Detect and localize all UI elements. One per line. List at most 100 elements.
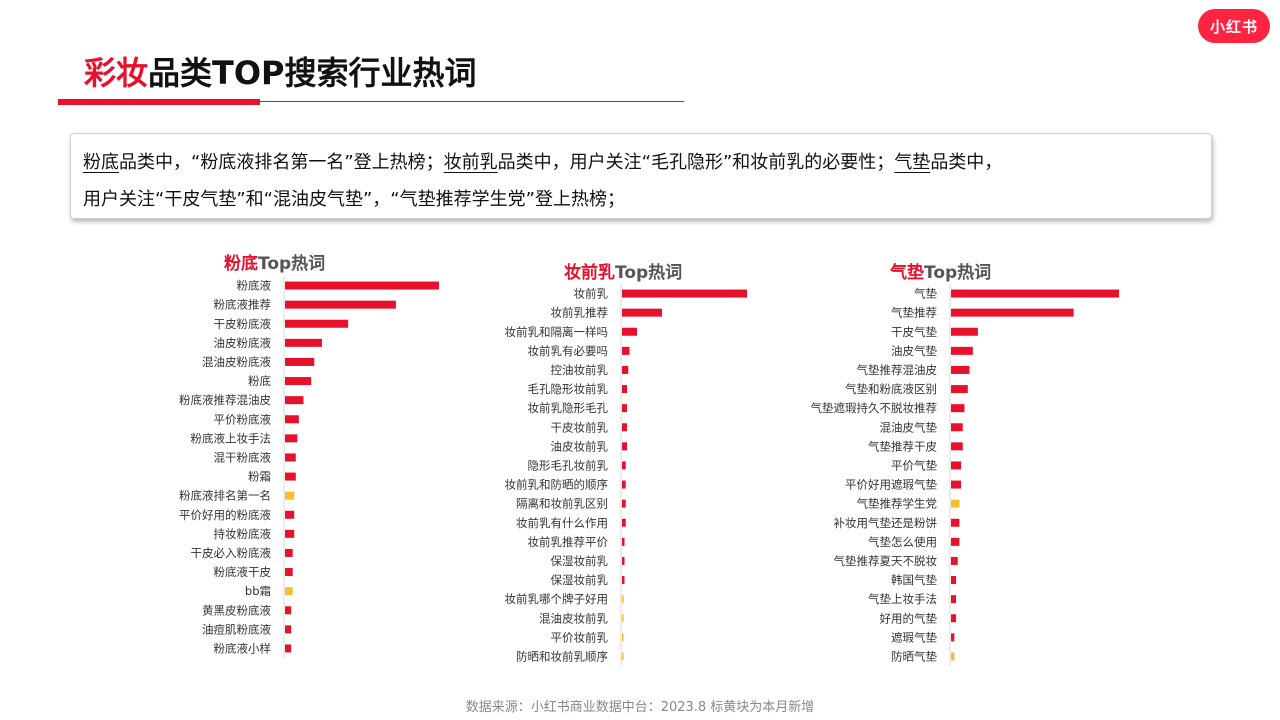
bar <box>951 633 955 642</box>
category-label: 控油妆前乳 <box>551 363 609 377</box>
summary-text-2: 品类中，用户关注“毛孔隐形”和妆前乳的必要性； <box>497 152 895 173</box>
category-label: 气垫上妆手法 <box>868 592 937 606</box>
chart-title-rest: Top热词 <box>615 263 683 283</box>
category-label: 干皮粉底液 <box>214 317 272 331</box>
bar <box>285 338 322 347</box>
category-label: 粉底液推荐 <box>214 298 272 312</box>
bar <box>951 537 960 546</box>
title-underline-accent <box>58 99 260 105</box>
bar <box>285 396 304 405</box>
category-label: 韩国气垫 <box>891 573 937 587</box>
category-label: 粉底液推荐混油皮 <box>179 393 271 407</box>
summary-line-1: 粉底品类中，“粉底液排名第一名”登上热榜；妆前乳品类中，用户关注“毛孔隐形”和妆… <box>83 144 1199 181</box>
bar <box>951 518 960 527</box>
category-label: 粉底液排名第一名 <box>179 489 271 503</box>
bar-new-this-month <box>622 652 624 661</box>
chart-primer: 妆前乳妆前乳推荐妆前乳和隔离一样吗妆前乳有必要吗控油妆前乳毛孔隐形妆前乳妆前乳隐… <box>505 284 747 666</box>
bar <box>285 568 293 577</box>
summary-category-primer: 妆前乳 <box>443 152 498 173</box>
category-label: 保湿妆前乳 <box>551 554 609 568</box>
bar <box>285 472 296 481</box>
bar <box>622 365 629 374</box>
category-label: 平价气垫 <box>891 458 937 472</box>
category-label: 气垫推荐夏天不脱妆 <box>834 554 938 568</box>
category-label: 粉底液上妆手法 <box>191 431 272 445</box>
chart-title-highlight: 粉底 <box>224 254 258 274</box>
category-label: 防晒气垫 <box>891 649 937 663</box>
category-label: 粉底液干皮 <box>214 565 272 579</box>
category-label: 持妆粉底液 <box>214 527 272 541</box>
bar-new-this-month <box>622 595 624 604</box>
bar-new-this-month <box>951 652 955 661</box>
category-label: 好用的气垫 <box>880 611 938 625</box>
bar <box>951 289 1119 298</box>
bar <box>622 556 625 565</box>
category-label: 混油皮粉底液 <box>202 355 271 369</box>
bar <box>951 461 962 470</box>
bar <box>951 556 958 565</box>
category-label: bb霜 <box>245 584 271 598</box>
bar <box>285 300 396 309</box>
chart-title-highlight: 气垫 <box>890 263 924 283</box>
bar <box>285 548 293 557</box>
bar <box>622 385 627 394</box>
bar <box>951 346 973 355</box>
category-label: 隔离和妆前乳区别 <box>516 497 608 511</box>
category-label: 气垫怎么使用 <box>868 535 937 549</box>
category-label: 平价好用遮瑕气垫 <box>845 478 937 492</box>
category-label: 妆前乳推荐平价 <box>528 535 609 549</box>
category-label: 妆前乳和隔离一样吗 <box>505 325 609 339</box>
page-title-highlight: 彩妆 <box>84 54 149 92</box>
bar <box>285 625 292 634</box>
data-source-footer: 数据来源：小红书商业数据中台：2023.8 标黄块为本月新增 <box>465 700 815 715</box>
category-label: 粉底液小样 <box>214 641 272 655</box>
bar <box>622 423 627 432</box>
bar <box>622 327 637 336</box>
category-label: 粉底 <box>248 374 271 388</box>
bar <box>622 308 662 317</box>
bar <box>951 385 968 394</box>
bar <box>951 423 963 432</box>
bar <box>285 644 292 653</box>
bar <box>285 357 315 366</box>
category-label: 气垫推荐学生党 <box>857 497 938 511</box>
category-label: 油痘肌粉底液 <box>202 622 271 636</box>
category-label: 妆前乳 <box>574 287 609 301</box>
bar <box>622 461 626 470</box>
category-label: 粉底液 <box>237 279 272 293</box>
chart-foundation: 粉底液粉底液推荐干皮粉底液油皮粉底液混油皮粉底液粉底粉底液推荐混油皮平价粉底液粉… <box>179 276 439 658</box>
bar <box>285 415 299 424</box>
category-label: 混油皮妆前乳 <box>539 611 608 625</box>
category-label: 妆前乳哪个牌子好用 <box>505 592 609 606</box>
bar <box>622 442 627 451</box>
category-label: 气垫遮瑕持久不脱妆推荐 <box>811 401 938 415</box>
bar <box>951 480 962 489</box>
bar-new-this-month <box>285 587 293 596</box>
category-label: 气垫和粉底液区别 <box>845 382 937 396</box>
category-label: 妆前乳有什么作用 <box>516 516 608 530</box>
bar <box>622 346 630 355</box>
bar <box>622 480 626 489</box>
bar-new-this-month <box>285 491 295 500</box>
chart-title-rest: Top热词 <box>924 263 992 283</box>
bar <box>951 404 965 413</box>
page-title: 彩妆品类TOP搜索行业热词 <box>84 48 477 94</box>
category-label: 遮瑕气垫 <box>891 630 937 644</box>
category-label: 粉霜 <box>248 470 271 484</box>
bar <box>622 537 625 546</box>
category-label: 干皮气垫 <box>891 325 937 339</box>
bar <box>951 595 957 604</box>
bar <box>285 281 439 290</box>
category-label: 混干粉底液 <box>214 450 272 464</box>
bar <box>951 308 1074 317</box>
category-label: 干皮必入粉底液 <box>191 546 272 560</box>
category-label: 毛孔隐形妆前乳 <box>528 382 609 396</box>
category-label: 平价粉底液 <box>214 412 272 426</box>
bar <box>285 319 349 328</box>
bar <box>951 614 957 623</box>
summary-text-1: 品类中，“粉底液排名第一名”登上热榜； <box>119 152 444 173</box>
category-label: 补妆用气垫还是粉饼 <box>834 516 938 530</box>
chart-title-highlight: 妆前乳 <box>564 263 615 283</box>
bar <box>951 365 970 374</box>
bar <box>951 576 957 585</box>
